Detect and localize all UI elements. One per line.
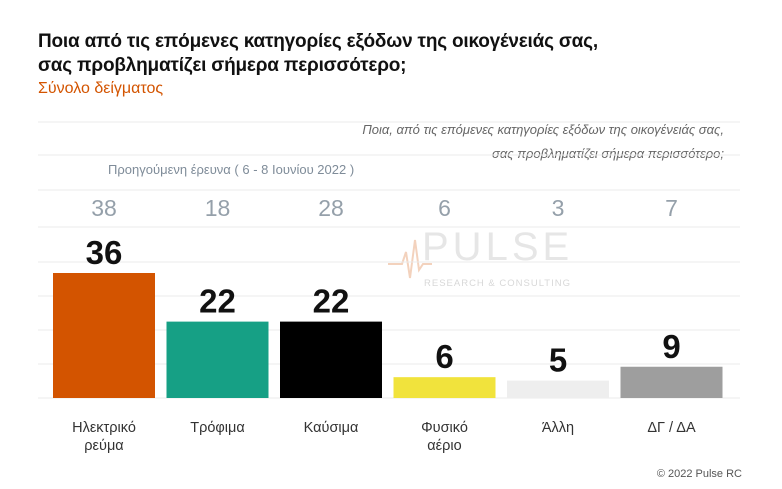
question-line-1: Ποια, από τις επόμενες κατηγορίες εξόδων… xyxy=(362,122,724,137)
category-label-3-0: Φυσικό xyxy=(421,420,468,436)
watermark-tagline: RESEARCH & CONSULTING xyxy=(424,278,571,289)
category-label-0-1: ρεύμα xyxy=(84,438,123,454)
bar-0 xyxy=(53,273,155,398)
copyright: © 2022 Pulse RC xyxy=(656,468,742,480)
category-label-2-0: Καύσιμα xyxy=(304,420,359,436)
chart-title: Ποια από τις επόμενες κατηγορίες εξόδων … xyxy=(38,30,758,78)
category-label-1-0: Τρόφιμα xyxy=(190,420,245,436)
bar-2 xyxy=(280,321,382,398)
data-label-5: 9 xyxy=(662,328,680,365)
bar-3 xyxy=(393,377,496,398)
bar-4 xyxy=(507,380,609,398)
bar-5 xyxy=(620,366,723,398)
bar-1 xyxy=(166,321,269,398)
chart-title-line-2: σας προβληματίζει σήμερα περισσότερο; xyxy=(38,55,407,76)
chart-subtitle: Σύνολο δείγματος xyxy=(38,80,164,97)
question-line-2: σας προβληματίζει σήμερα περισσότερο; xyxy=(492,146,724,161)
category-label-5-0: ΔΓ / ΔΑ xyxy=(647,420,696,436)
previous-value-4: 3 xyxy=(552,195,565,221)
previous-value-3: 6 xyxy=(438,195,451,221)
data-label-0: 36 xyxy=(86,234,123,271)
previous-value-0: 38 xyxy=(91,195,117,221)
chart-title-line-1: Ποια από τις επόμενες κατηγορίες εξόδων … xyxy=(38,31,598,52)
data-label-1: 22 xyxy=(199,283,236,320)
data-label-4: 5 xyxy=(549,342,567,379)
category-label-4-0: Άλλη xyxy=(542,420,574,436)
category-label-3-1: αέριο xyxy=(427,438,461,454)
previous-value-5: 7 xyxy=(665,195,678,221)
question-text: Ποια, από τις επόμενες κατηγορίες εξόδων… xyxy=(284,118,724,166)
data-label-3: 6 xyxy=(435,338,453,375)
previous-survey-label: Προηγούμενη έρευνα ( 6 - 8 Ιουνίου 2022 … xyxy=(108,162,355,177)
data-label-2: 22 xyxy=(313,283,350,320)
previous-value-1: 18 xyxy=(205,195,231,221)
previous-value-2: 28 xyxy=(318,195,344,221)
category-label-0-0: Ηλεκτρικό xyxy=(72,420,136,436)
